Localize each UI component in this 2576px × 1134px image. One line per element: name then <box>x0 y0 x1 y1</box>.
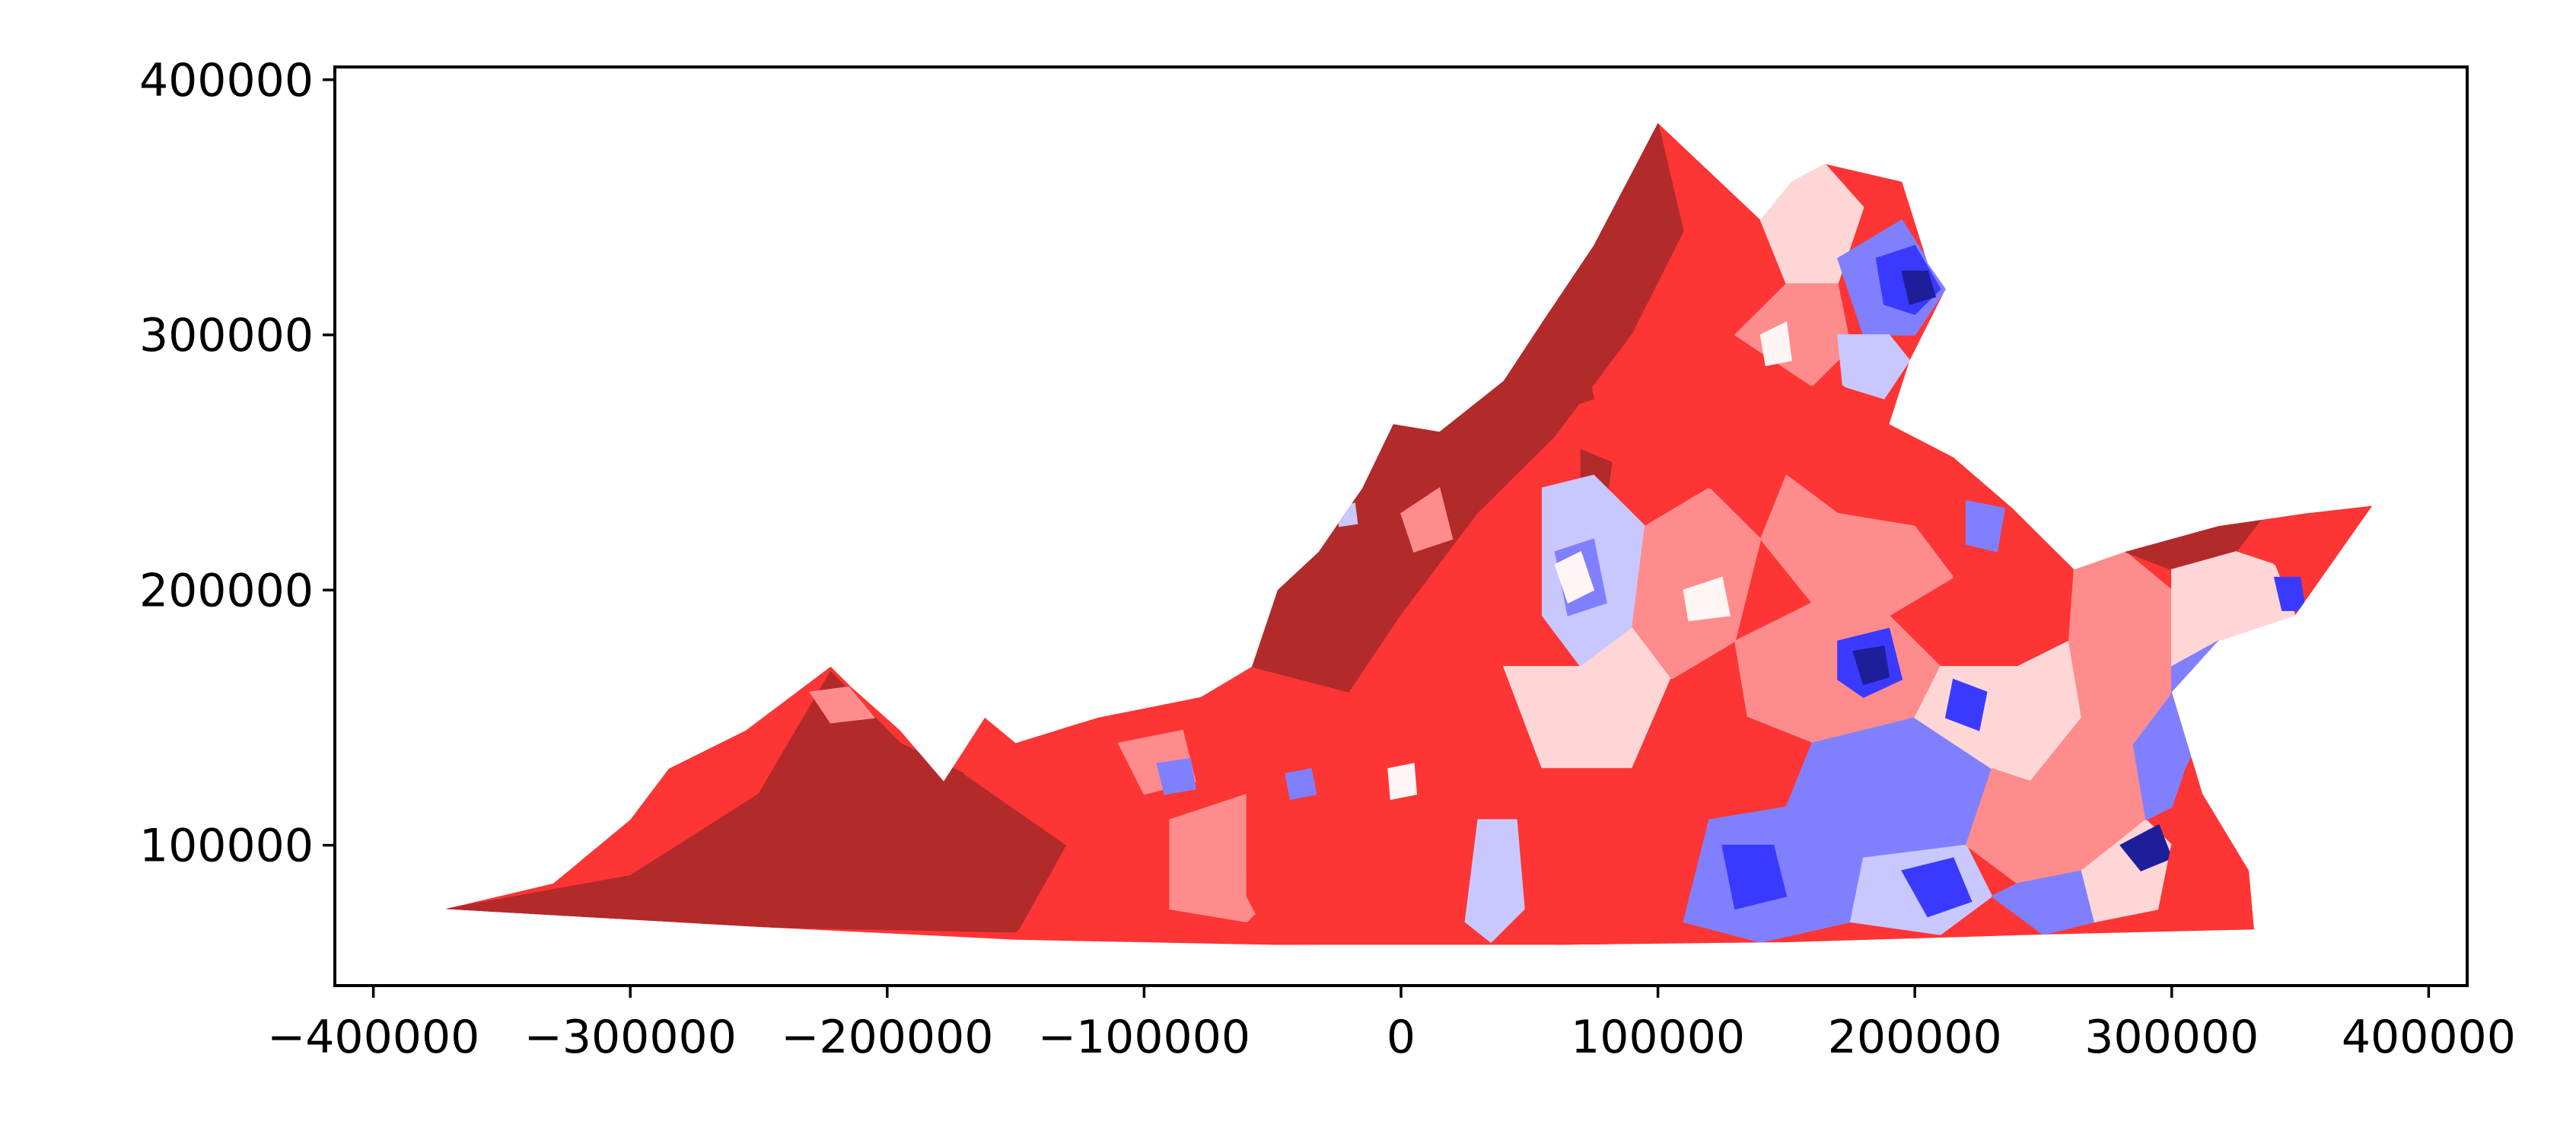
x-axis: −400000 −300000 −200000 −100000 0 100000 20000… <box>267 986 2516 1064</box>
precinct-region-dark-blue-25 <box>1852 645 1890 686</box>
precinct-region-light-red-57 <box>1400 486 1454 553</box>
x-tick-label-1: −300000 <box>524 1011 737 1064</box>
precinct-region-white-54 <box>1683 576 1731 622</box>
x-tick-label-5: 100000 <box>1571 1011 1745 1064</box>
regions-layer <box>445 123 2373 945</box>
precinct-region-dark-blue-17 <box>1901 270 1937 305</box>
precinct-region-white-53 <box>1554 550 1595 604</box>
x-tick-label-6: 200000 <box>1828 1011 2002 1064</box>
precinct-region-light-blue-51 <box>1156 757 1196 795</box>
precinct-region-white-55 <box>1759 321 1792 367</box>
x-tick-label-0: −400000 <box>267 1011 479 1064</box>
precinct-region-light-blue-22 <box>1965 500 2006 553</box>
precinct-region-light-blue-52 <box>1285 768 1317 801</box>
precinct-region-red-47 <box>2260 505 2373 565</box>
precinct-region-strong-red-0 <box>445 671 1094 933</box>
y-tick-label-1: 200000 <box>139 564 314 617</box>
x-tick-label-2: −200000 <box>781 1011 993 1064</box>
plot-area <box>445 123 2373 945</box>
y-tick-label-3: 400000 <box>139 54 314 107</box>
precinct-region-strong-red-5 <box>1541 334 1595 413</box>
precinct-region-pale-red-45 <box>2171 551 2296 668</box>
precinct-region-light-red-49 <box>809 686 876 724</box>
x-tick-label-7: 300000 <box>2084 1011 2259 1064</box>
precinct-region-light-red-14 <box>1734 283 1852 387</box>
x-tick-label-8: 400000 <box>2342 1011 2516 1064</box>
precinct-region-pale-blue-58 <box>1336 502 1358 527</box>
y-tick-label-2: 300000 <box>139 309 314 362</box>
precinct-region-blue-29 <box>1944 678 1988 731</box>
precinct-region-pale-blue-31 <box>1464 819 1525 944</box>
precinct-region-white-56 <box>1387 763 1418 801</box>
precinct-region-light-red-43 <box>2068 551 2173 744</box>
y-tick-label-0: 100000 <box>139 820 314 873</box>
y-axis: 100000 200000 300000 400000 <box>139 54 335 873</box>
precinct-region-red-42 <box>2158 793 2255 930</box>
precinct-region-pale-blue-18 <box>1837 334 1911 400</box>
x-tick-label-3: −100000 <box>1038 1011 1250 1064</box>
x-tick-label-4: 0 <box>1387 1011 1415 1064</box>
precinct-region-blue-34 <box>1721 844 1788 910</box>
precinct-region-blue-36 <box>1901 857 1973 918</box>
